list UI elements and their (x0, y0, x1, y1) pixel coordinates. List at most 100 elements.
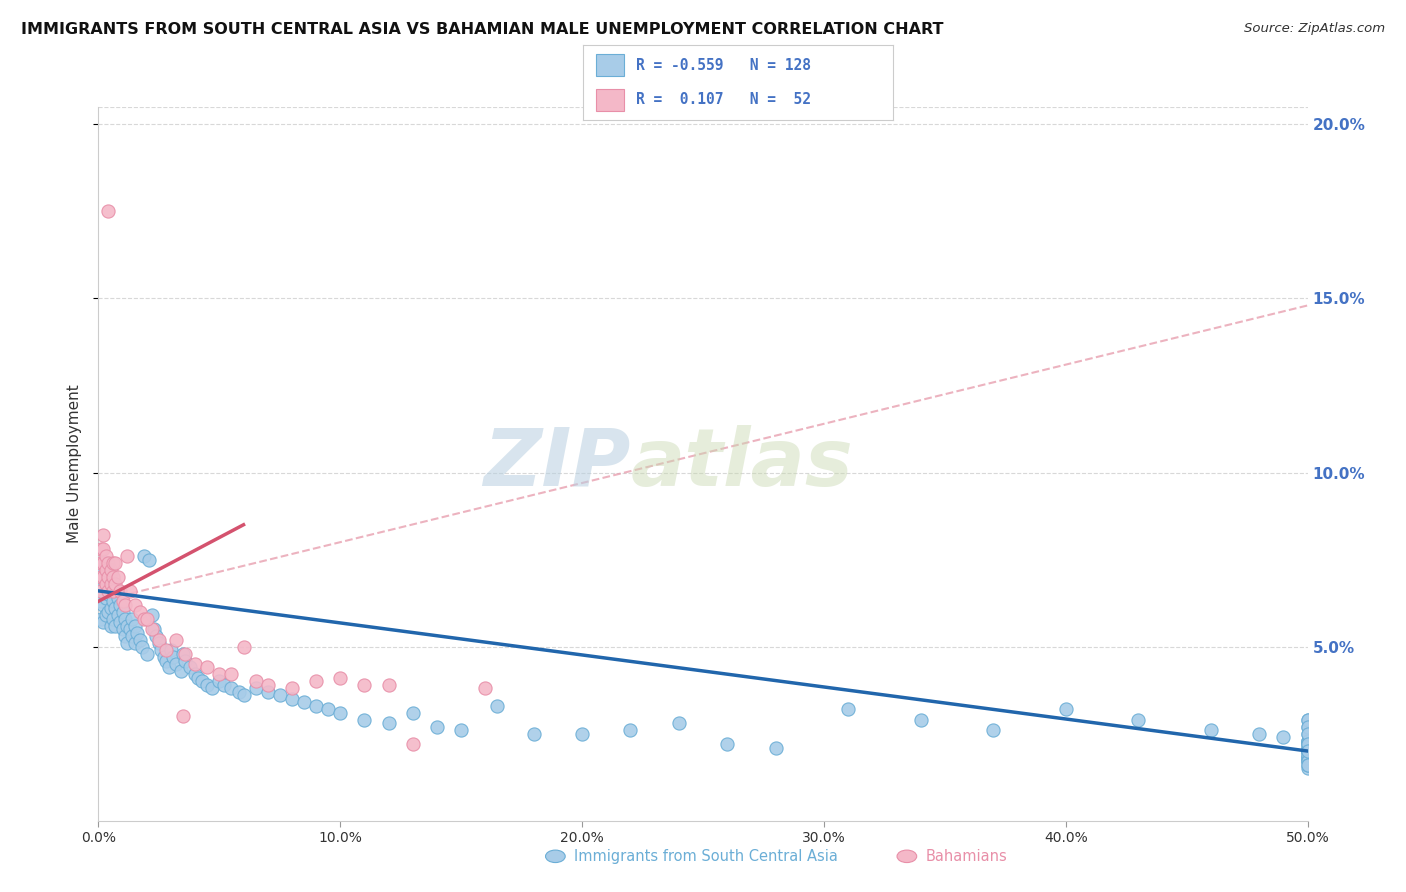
Point (1296, 758, 1319, 772)
Point (143, 622, 166, 636)
Point (124, 636, 146, 650)
Point (134, 549, 156, 563)
Point (981, 723, 1004, 738)
Point (281, 681, 304, 696)
Point (127, 625, 149, 640)
Point (172, 647, 194, 661)
Point (910, 713, 932, 727)
Point (111, 605, 134, 619)
Point (377, 716, 399, 731)
Point (256, 678, 278, 692)
Point (91, 598, 114, 612)
Point (157, 660, 180, 674)
Point (91, 581, 114, 595)
Point (1296, 720, 1319, 734)
Point (97, 587, 120, 601)
Point (114, 598, 136, 612)
Point (100, 566, 122, 581)
Point (195, 678, 218, 692)
Point (1296, 713, 1319, 727)
Point (118, 622, 141, 636)
Point (353, 713, 375, 727)
Point (1296, 733, 1319, 747)
Point (148, 636, 170, 650)
Point (107, 570, 129, 584)
Point (128, 632, 150, 647)
Point (145, 629, 167, 643)
Point (292, 695, 315, 709)
Point (121, 612, 143, 626)
Point (1128, 713, 1150, 727)
Point (174, 653, 197, 667)
Point (1296, 755, 1319, 769)
Point (97, 583, 120, 598)
Text: R = -0.559   N = 128: R = -0.559 N = 128 (636, 58, 811, 72)
Point (117, 618, 139, 632)
Point (1296, 755, 1319, 769)
Text: Immigrants from South Central Asia: Immigrants from South Central Asia (574, 849, 838, 863)
Point (169, 664, 191, 678)
Point (90, 570, 112, 584)
Point (94, 549, 117, 563)
Point (402, 706, 425, 720)
Point (94, 556, 117, 570)
Point (1296, 744, 1319, 758)
Point (107, 608, 129, 623)
Text: IMMIGRANTS FROM SOUTH CENTRAL ASIA VS BAHAMIAN MALE UNEMPLOYMENT CORRELATION CHA: IMMIGRANTS FROM SOUTH CENTRAL ASIA VS BA… (21, 22, 943, 37)
Text: Source: ZipAtlas.com: Source: ZipAtlas.com (1244, 22, 1385, 36)
Point (91, 556, 114, 570)
Point (90, 612, 112, 626)
Point (101, 570, 124, 584)
Point (1272, 730, 1295, 744)
Point (97, 605, 120, 619)
Point (1296, 726, 1319, 740)
Point (94, 577, 117, 591)
Point (1296, 726, 1319, 740)
Point (107, 591, 129, 605)
Point (121, 629, 143, 643)
Point (117, 636, 139, 650)
Point (1296, 720, 1319, 734)
Point (172, 709, 194, 723)
Point (174, 647, 197, 661)
Point (221, 681, 243, 696)
Point (128, 605, 150, 619)
Point (104, 618, 127, 632)
Point (402, 737, 425, 751)
Point (104, 583, 127, 598)
Point (94, 574, 117, 588)
Point (104, 601, 127, 615)
Point (474, 681, 496, 696)
Point (232, 640, 254, 654)
Point (1296, 747, 1319, 762)
Point (90, 583, 112, 598)
Point (108, 583, 131, 598)
Point (1296, 744, 1319, 758)
Point (101, 594, 124, 608)
Point (305, 674, 328, 689)
Point (1296, 751, 1319, 765)
Point (101, 556, 124, 570)
Point (114, 612, 136, 626)
Point (1296, 733, 1319, 747)
Point (1296, 733, 1319, 747)
Point (187, 671, 209, 685)
Point (162, 650, 184, 665)
Point (100, 601, 122, 615)
Point (97, 570, 120, 584)
Point (91, 563, 114, 577)
Point (1296, 744, 1319, 758)
Point (94, 591, 117, 605)
Point (150, 643, 173, 657)
Point (90, 594, 112, 608)
Point (1296, 744, 1319, 758)
Point (100, 563, 122, 577)
Point (165, 632, 187, 647)
Point (1296, 751, 1319, 765)
Point (141, 608, 163, 623)
Point (184, 667, 207, 681)
Point (450, 723, 472, 738)
Point (179, 660, 201, 674)
Point (101, 577, 124, 591)
Point (117, 549, 139, 563)
